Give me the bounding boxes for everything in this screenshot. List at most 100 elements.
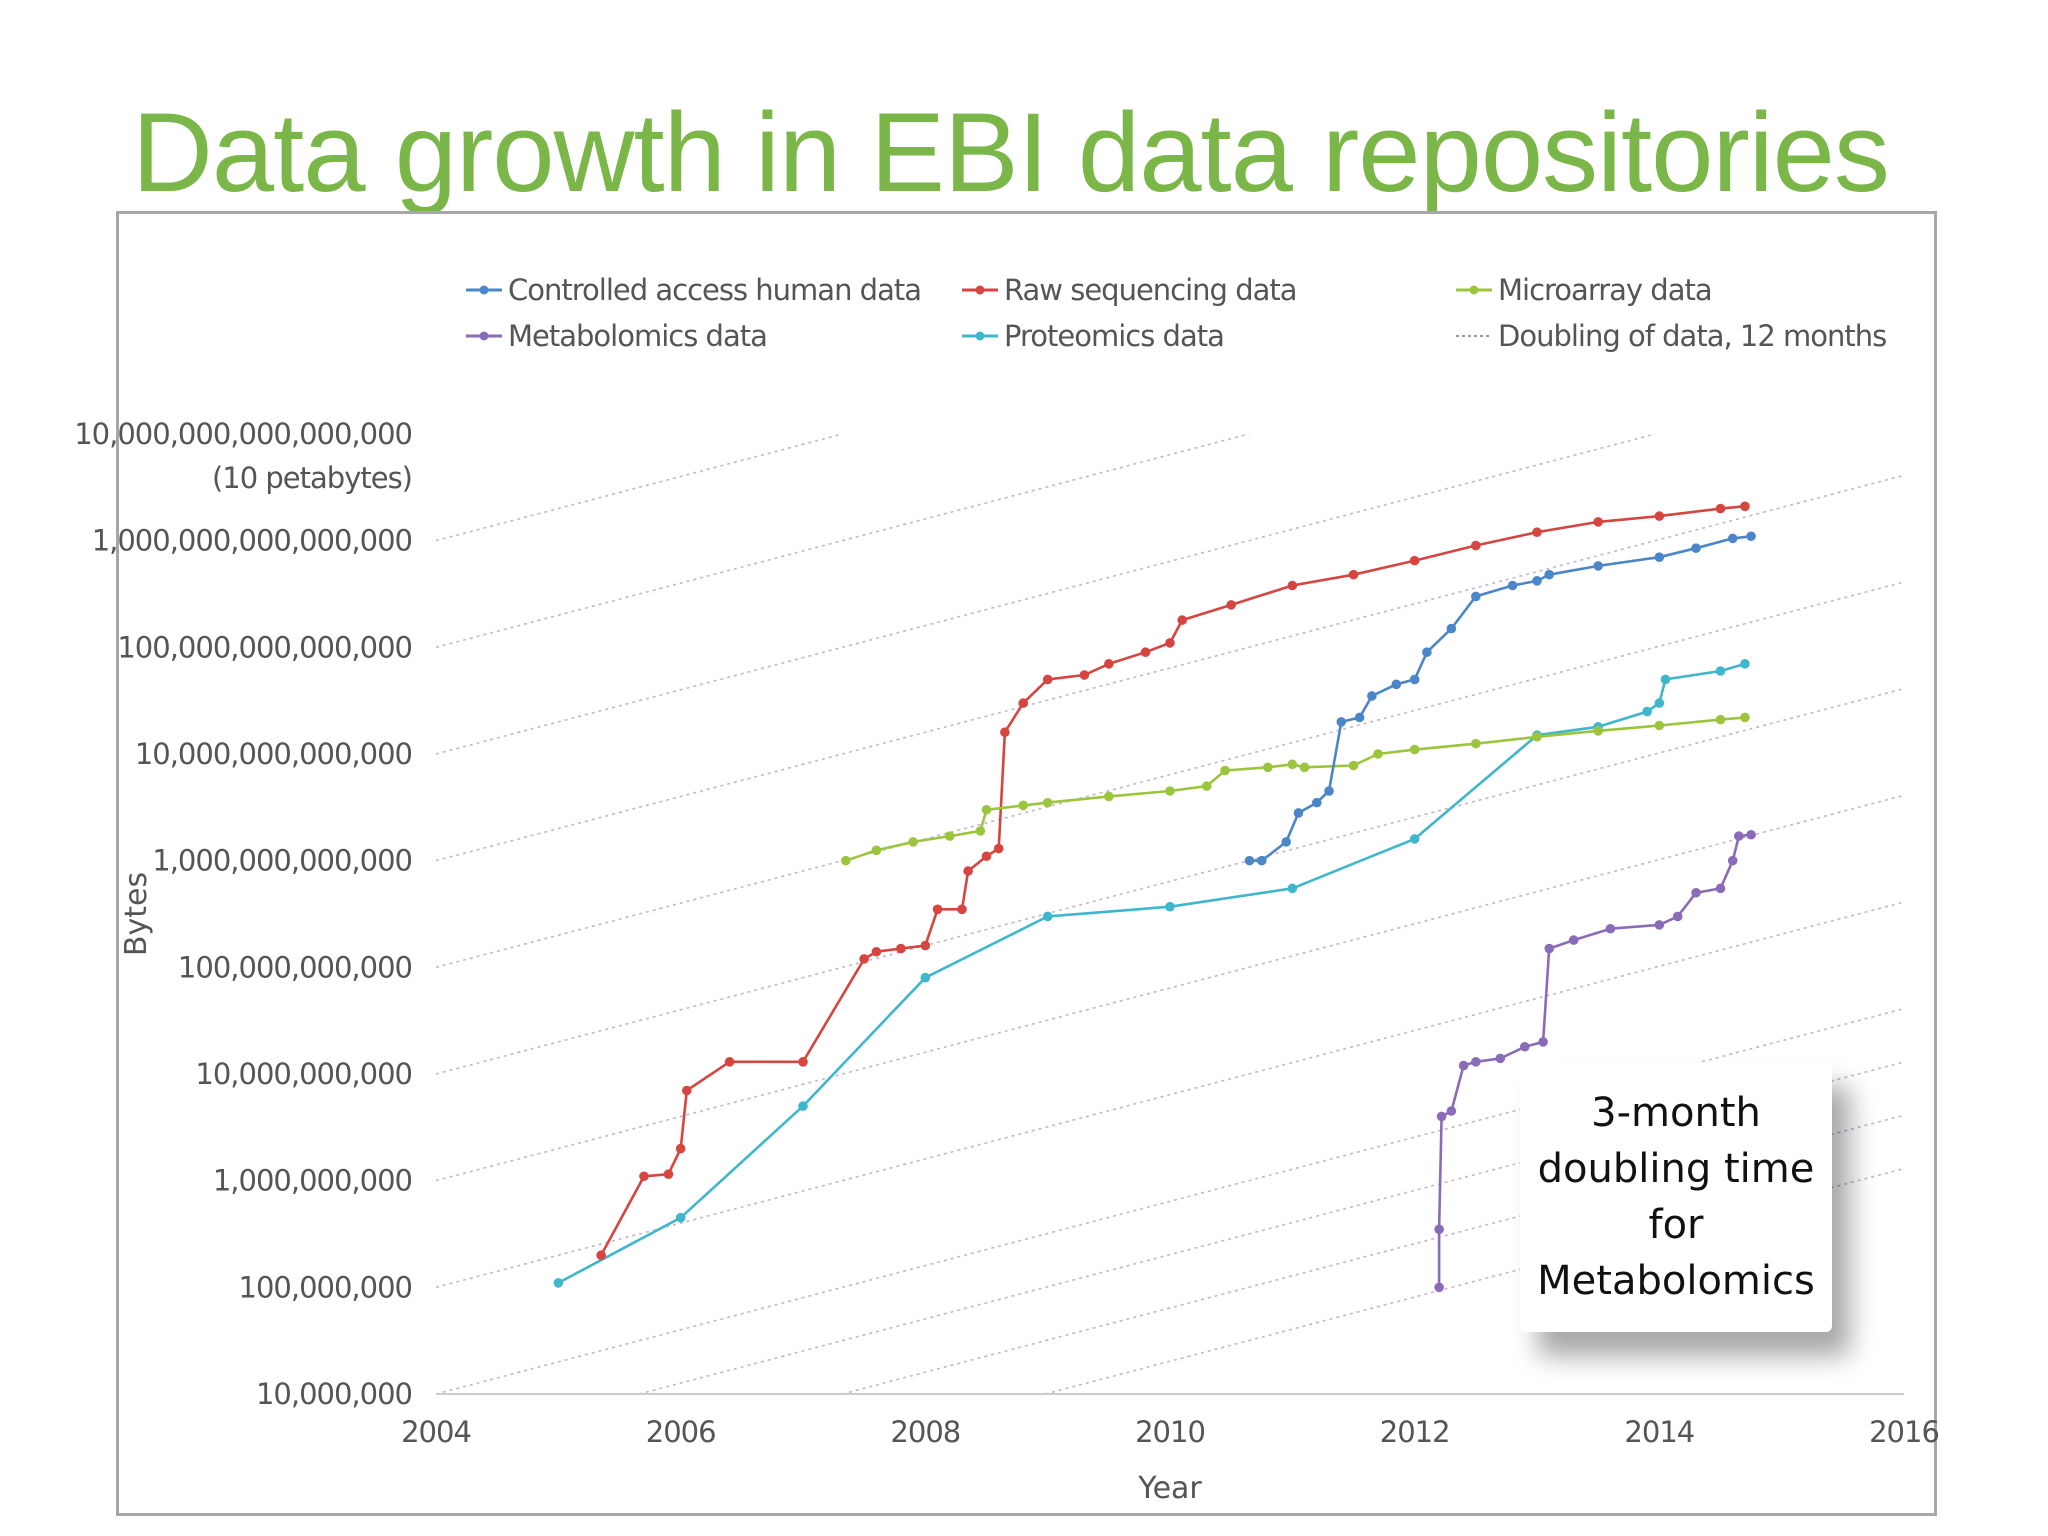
doubling-line [435,474,1905,862]
data-point-microarray [945,831,955,841]
data-point-metabolomics [1436,1111,1447,1122]
data-point-microarray [871,845,882,856]
data-point-controlled [1446,623,1457,634]
data-point-controlled [1312,797,1322,808]
metabolomics-callout: 3-month doubling time for Metabolomics [1520,1062,1832,1332]
data-point-microarray [981,804,992,815]
data-point-controlled [1391,679,1402,690]
doubling-line [435,581,1905,969]
doubling-line [435,687,1905,1075]
data-point-proteomics [1642,706,1652,717]
x-tick-label: 2014 [1624,1415,1694,1449]
data-point-raw [1740,501,1750,512]
data-point-controlled [1293,808,1304,818]
data-point-proteomics [1715,666,1726,676]
legend-label-raw: Raw sequencing data [1004,273,1297,307]
callout-line-2: doubling time [1537,1146,1815,1192]
data-point-microarray [1532,731,1542,742]
data-point-proteomics [553,1278,564,1288]
data-point-proteomics [920,972,931,983]
y-tick-label: 10,000,000,000,000,000 [74,417,412,451]
y-tick-label: 1,000,000,000,000,000 [92,524,412,558]
legend-marker-metabolomics [479,331,489,341]
y-tick-label: 10,000,000,000 [195,1057,412,1091]
data-point-microarray [1654,720,1665,731]
y-tick-label: 100,000,000,000 [178,950,412,984]
data-point-raw [871,946,882,957]
data-point-raw [1715,503,1726,514]
data-point-proteomics [798,1101,808,1111]
doubling-line [435,433,1249,649]
data-point-raw [639,1171,649,1182]
data-point-microarray [1409,744,1420,755]
data-point-raw [1042,674,1053,685]
data-point-raw [1348,569,1359,580]
series-line-raw [599,505,1746,1256]
doubling-line [1045,1167,1905,1395]
data-point-raw [675,1143,686,1154]
data-point-microarray [1263,762,1273,773]
legend-label-controlled: Controlled access human data [508,273,921,307]
data-point-microarray [1018,800,1028,811]
x-tick-label: 2012 [1380,1415,1450,1449]
data-point-raw [1409,555,1420,566]
doubling-reference-lines [435,433,1905,1395]
data-point-controlled [1593,561,1603,571]
data-point-raw [932,904,943,915]
legend-marker-microarray [1469,285,1479,295]
data-point-metabolomics [1727,855,1738,866]
data-point-raw [1079,670,1090,680]
data-point-proteomics [675,1212,686,1223]
data-point-microarray [1471,738,1481,749]
data-point-metabolomics [1568,935,1579,945]
x-tick-label: 2010 [1135,1415,1205,1449]
y-tick-label: 1,000,000,000 [213,1164,412,1198]
series-microarray [841,712,1750,866]
callout-line-3: for [1648,1202,1704,1248]
data-point-metabolomics [1458,1060,1469,1071]
legend-item-microarray: Microarray data [1456,273,1713,307]
data-point-metabolomics [1434,1224,1444,1235]
data-point-microarray [1201,781,1212,791]
data-point-raw [896,943,906,954]
legend-label-proteomics: Proteomics data [1004,319,1224,353]
slide-title: Data growth in EBI data repositories [132,90,1890,215]
data-point-controlled [1367,691,1377,701]
data-point-microarray [1348,760,1359,771]
series-line-microarray [845,716,1746,862]
data-point-microarray [975,826,986,836]
legend-marker-raw [975,285,985,295]
data-point-microarray [1740,712,1750,723]
x-tick-label: 2006 [646,1415,716,1449]
legend-marker-proteomics [975,331,985,341]
legend-label-doubling: Doubling of data, 12 months [1498,319,1886,353]
data-point-controlled [1244,855,1255,866]
data-point-raw [981,851,992,862]
data-point-raw [1018,698,1028,708]
legend-label-metabolomics: Metabolomics data [508,319,767,353]
legend-marker-controlled [479,285,489,295]
data-point-controlled [1691,543,1701,553]
data-point-metabolomics [1544,943,1555,954]
data-point-proteomics [1042,911,1053,922]
data-point-raw [920,940,931,951]
data-point-microarray [1104,791,1114,802]
data-point-proteomics [1287,883,1298,894]
data-point-microarray [841,855,851,866]
data-point-controlled [1281,837,1292,847]
data-point-raw [963,866,973,876]
doubling-line [435,433,1656,755]
y-tick-label: 1,000,000,000,000 [152,844,412,878]
data-point-proteomics [1654,698,1665,708]
data-point-microarray [1299,762,1310,773]
data-point-metabolomics [1446,1106,1457,1116]
doubling-line [435,1007,1905,1395]
data-point-controlled [1471,591,1481,602]
data-point-raw [1140,647,1151,658]
doubling-line [435,433,843,542]
data-point-microarray [1715,714,1726,725]
data-point-controlled [1409,674,1420,685]
data-point-microarray [1593,726,1603,736]
data-point-raw [1165,638,1175,648]
series-controlled [1244,531,1756,866]
